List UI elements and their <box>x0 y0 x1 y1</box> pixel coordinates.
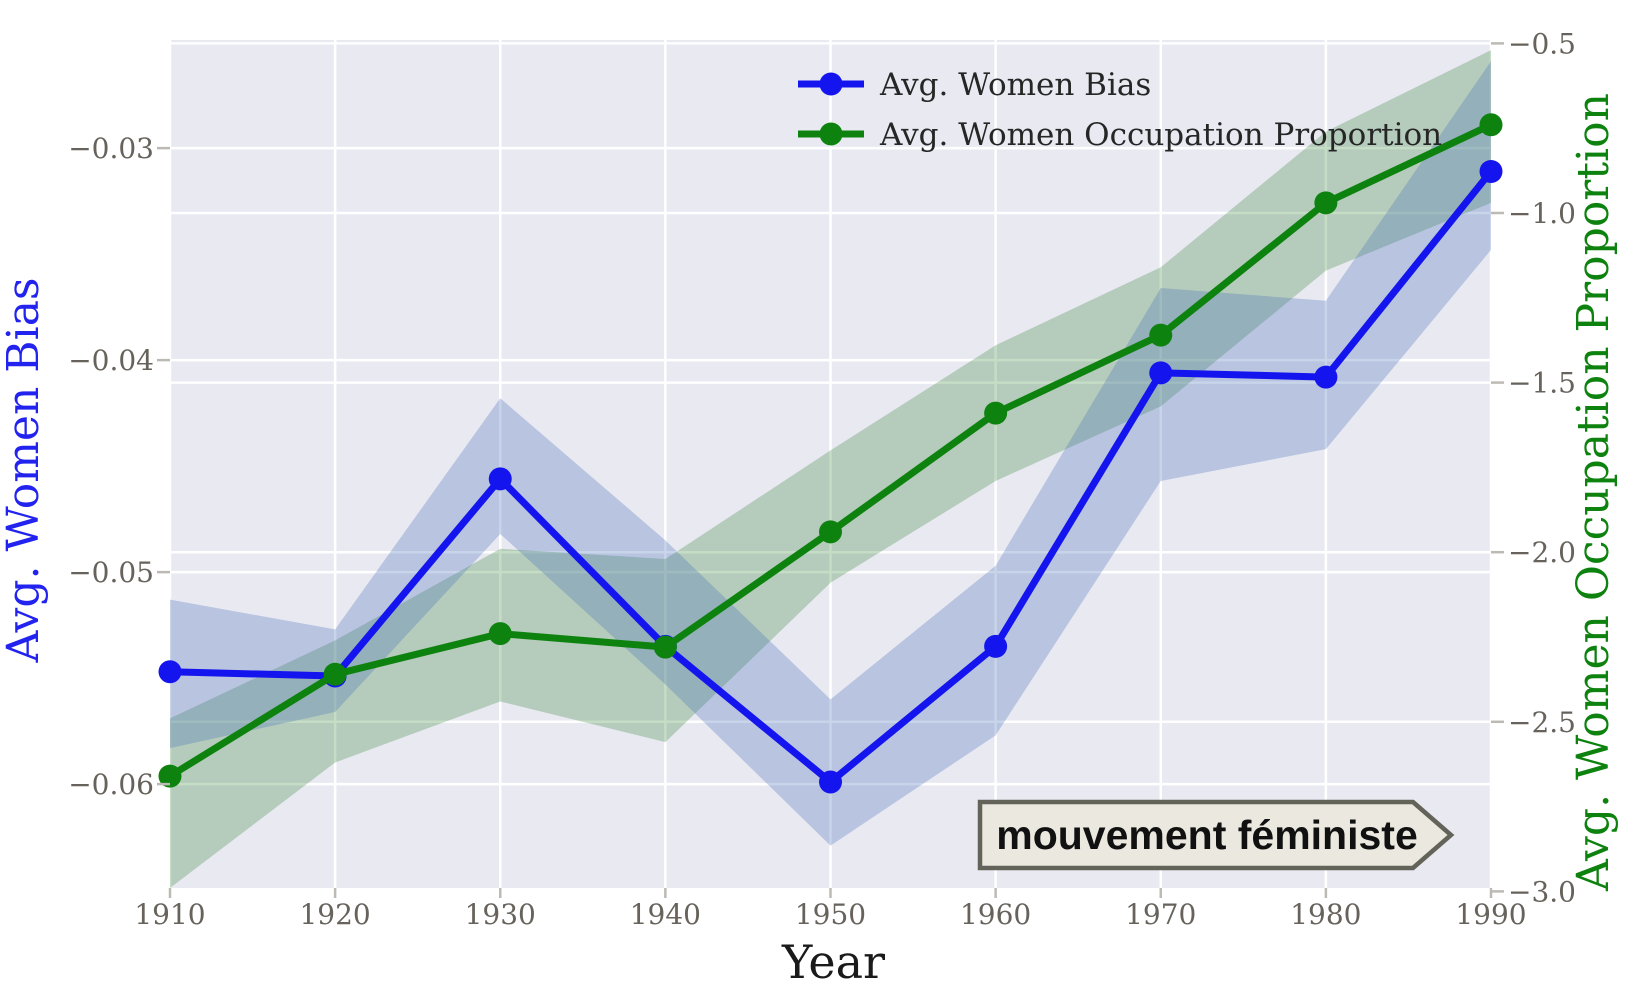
tick-marks <box>157 42 1504 898</box>
legend: Avg. Women Bias Avg. Women Occupation Pro… <box>798 67 1442 153</box>
occupation-marker <box>819 520 842 544</box>
x-tick-label: 1910 <box>134 898 205 931</box>
x-tick-label: 1940 <box>630 898 701 931</box>
occupation-marker <box>984 401 1008 425</box>
bias-marker <box>488 467 512 491</box>
bias-marker <box>984 634 1008 658</box>
occupation-confidence-band <box>170 50 1491 888</box>
occupation-marker <box>1314 191 1338 215</box>
right-axis-tick-label: −0.5 <box>1508 27 1576 60</box>
right-axis-tick-label: −1.0 <box>1508 197 1576 230</box>
annotation-text: mouvement féministe <box>996 812 1418 858</box>
bias-marker <box>158 660 182 684</box>
legend-entry-label: Avg. Women Occupation Proportion <box>879 117 1442 153</box>
legend-entry-label: Avg. Women Bias <box>879 67 1151 103</box>
occupation-marker <box>158 764 182 788</box>
bias-confidence-band <box>170 61 1491 846</box>
occupation-marker <box>1479 113 1503 137</box>
right-axis-tick-label: −1.5 <box>1508 367 1576 400</box>
right-axis-label: Avg. Women Occupation Proportion <box>1568 93 1619 892</box>
annotation-banner <box>977 799 1455 871</box>
legend-marker-swatch <box>819 72 843 96</box>
left-axis-label: Avg. Women Bias <box>0 277 49 663</box>
bias-marker <box>819 770 842 794</box>
legend-marker-swatch <box>819 122 843 146</box>
right-axis-tick-label: −2.5 <box>1508 706 1576 739</box>
occupation-marker <box>488 622 512 646</box>
x-tick-label: 1990 <box>1455 898 1526 931</box>
x-tick-label: 1950 <box>795 898 866 931</box>
x-tick-label: 1970 <box>1125 898 1196 931</box>
right-axis-tick-label: −3.0 <box>1508 875 1576 908</box>
x-tick-label: 1960 <box>960 898 1031 931</box>
occupation-marker <box>323 662 347 686</box>
left-axis-tick-label: −0.03 <box>68 132 154 165</box>
x-axis-label: Year <box>781 935 885 989</box>
occupation-markers <box>158 113 1503 788</box>
x-tick-label: 1920 <box>299 898 370 931</box>
occupation-marker <box>1149 323 1173 347</box>
bias-marker <box>1479 159 1503 183</box>
left-axis-tick-label: −0.05 <box>68 556 154 589</box>
right-axis-tick-label: −2.0 <box>1508 536 1576 569</box>
bias-marker <box>1314 365 1338 389</box>
x-tick-label: 1980 <box>1290 898 1361 931</box>
occupation-marker <box>653 635 677 659</box>
left-axis-tick-label: −0.04 <box>68 344 154 377</box>
x-tick-label: 1930 <box>465 898 536 931</box>
left-axis-tick-label: −0.06 <box>68 768 154 801</box>
bias-marker <box>1149 361 1173 385</box>
